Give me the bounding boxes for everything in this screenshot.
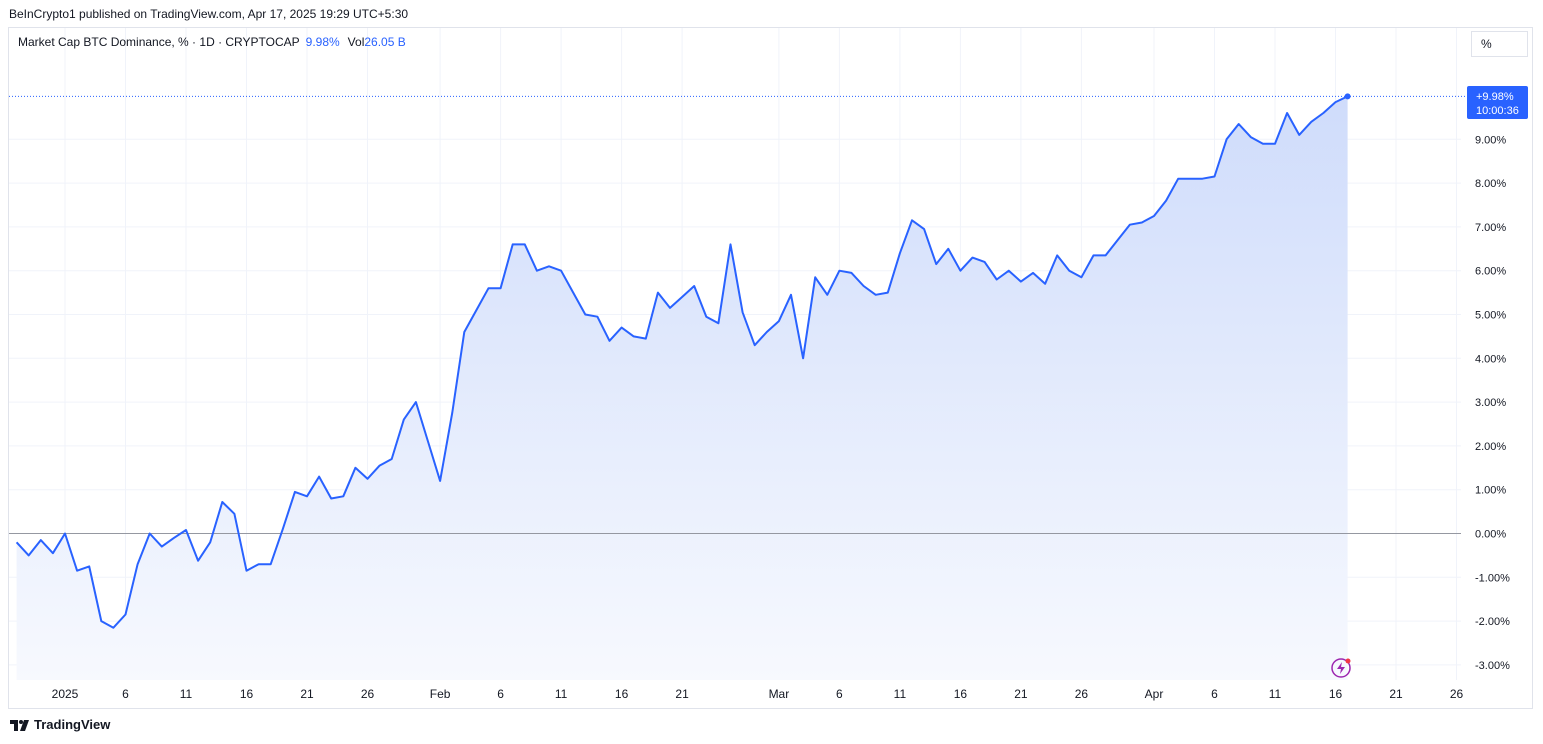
x-tick-label: 6 (497, 687, 504, 701)
x-tick-label: Mar (769, 687, 790, 701)
x-tick-label: 6 (122, 687, 129, 701)
x-tick-label: 21 (300, 687, 314, 701)
tradingview-logo-icon (10, 719, 29, 731)
y-tick-label: 8.00% (1475, 178, 1506, 190)
legend-value: 9.98% (305, 35, 340, 49)
legend-vol-value: 26.05 B (364, 35, 406, 49)
footer: TradingView (10, 717, 110, 732)
x-tick-label: 11 (555, 687, 568, 701)
x-tick-label: 21 (1389, 687, 1403, 701)
y-tick-label: 6.00% (1475, 266, 1506, 278)
x-tick-label: 16 (1329, 687, 1343, 701)
x-tick-label: 21 (1014, 687, 1028, 701)
publisher-line: BeInCrypto1 published on TradingView.com… (9, 7, 409, 21)
price-tag-value: +9.98% (1476, 91, 1514, 103)
series-area-fill (16, 96, 1348, 680)
x-tick-label: 6 (836, 687, 843, 701)
x-tick-label: 2025 (52, 687, 79, 701)
y-axis[interactable]: 9.00% 8.00% 7.00% 6.00% 5.00% 4.00% 3.00% 2.00%… (1475, 134, 1510, 672)
x-axis[interactable]: 2025 6 11 16 21 26 Feb 6 11 16 21 Mar 6 11 16 21 26 Apr 6 1… (52, 687, 1464, 701)
last-price-tag: +9.98% 10:00:36 (1467, 86, 1528, 119)
y-tick-label: 0.00% (1475, 529, 1506, 541)
x-tick-label: 26 (1450, 687, 1464, 701)
footer-brand: TradingView (34, 717, 111, 732)
x-tick-label: 16 (240, 687, 254, 701)
series-line (15, 95, 1349, 629)
legend-vol-label: Vol (347, 35, 365, 49)
lightning-icon[interactable] (1330, 657, 1352, 679)
y-tick-label: 2.00% (1475, 441, 1506, 453)
x-tick-label: 11 (894, 687, 907, 701)
plot-area (16, 96, 1348, 680)
y-tick-label: 9.00% (1475, 134, 1506, 146)
y-tick-label: -3.00% (1475, 660, 1510, 672)
last-value-dot (1344, 93, 1351, 100)
y-tick-label: 7.00% (1475, 222, 1506, 234)
y-tick-label: -2.00% (1475, 616, 1510, 628)
y-tick-label: 1.00% (1475, 485, 1506, 497)
price-tag-bg (1467, 86, 1528, 119)
x-tick-label: 26 (1075, 687, 1089, 701)
x-tick-label: 11 (180, 687, 193, 701)
percent-scale-button[interactable]: % (1471, 31, 1528, 57)
legend-symbol: Market Cap BTC Dominance, % · 1D · CRYPT… (18, 35, 300, 49)
chart-frame (8, 27, 1533, 709)
x-tick-label: 21 (675, 687, 689, 701)
x-tick-label: 16 (954, 687, 968, 701)
y-tick-label: 3.00% (1475, 397, 1506, 409)
y-tick-label: 4.00% (1475, 353, 1506, 365)
x-tick-label: 26 (361, 687, 375, 701)
x-tick-label: Apr (1145, 687, 1164, 701)
x-tick-label: 16 (615, 687, 629, 701)
y-tick-label: 5.00% (1475, 310, 1506, 322)
x-tick-label: Feb (430, 687, 451, 701)
price-tag-countdown: 10:00:36 (1476, 105, 1519, 117)
x-tick-label: 11 (1269, 687, 1282, 701)
y-tick-label: -1.00% (1475, 572, 1510, 584)
chart-legend[interactable]: Market Cap BTC Dominance, % · 1D · CRYPT… (18, 35, 406, 49)
x-tick-label: 6 (1211, 687, 1218, 701)
